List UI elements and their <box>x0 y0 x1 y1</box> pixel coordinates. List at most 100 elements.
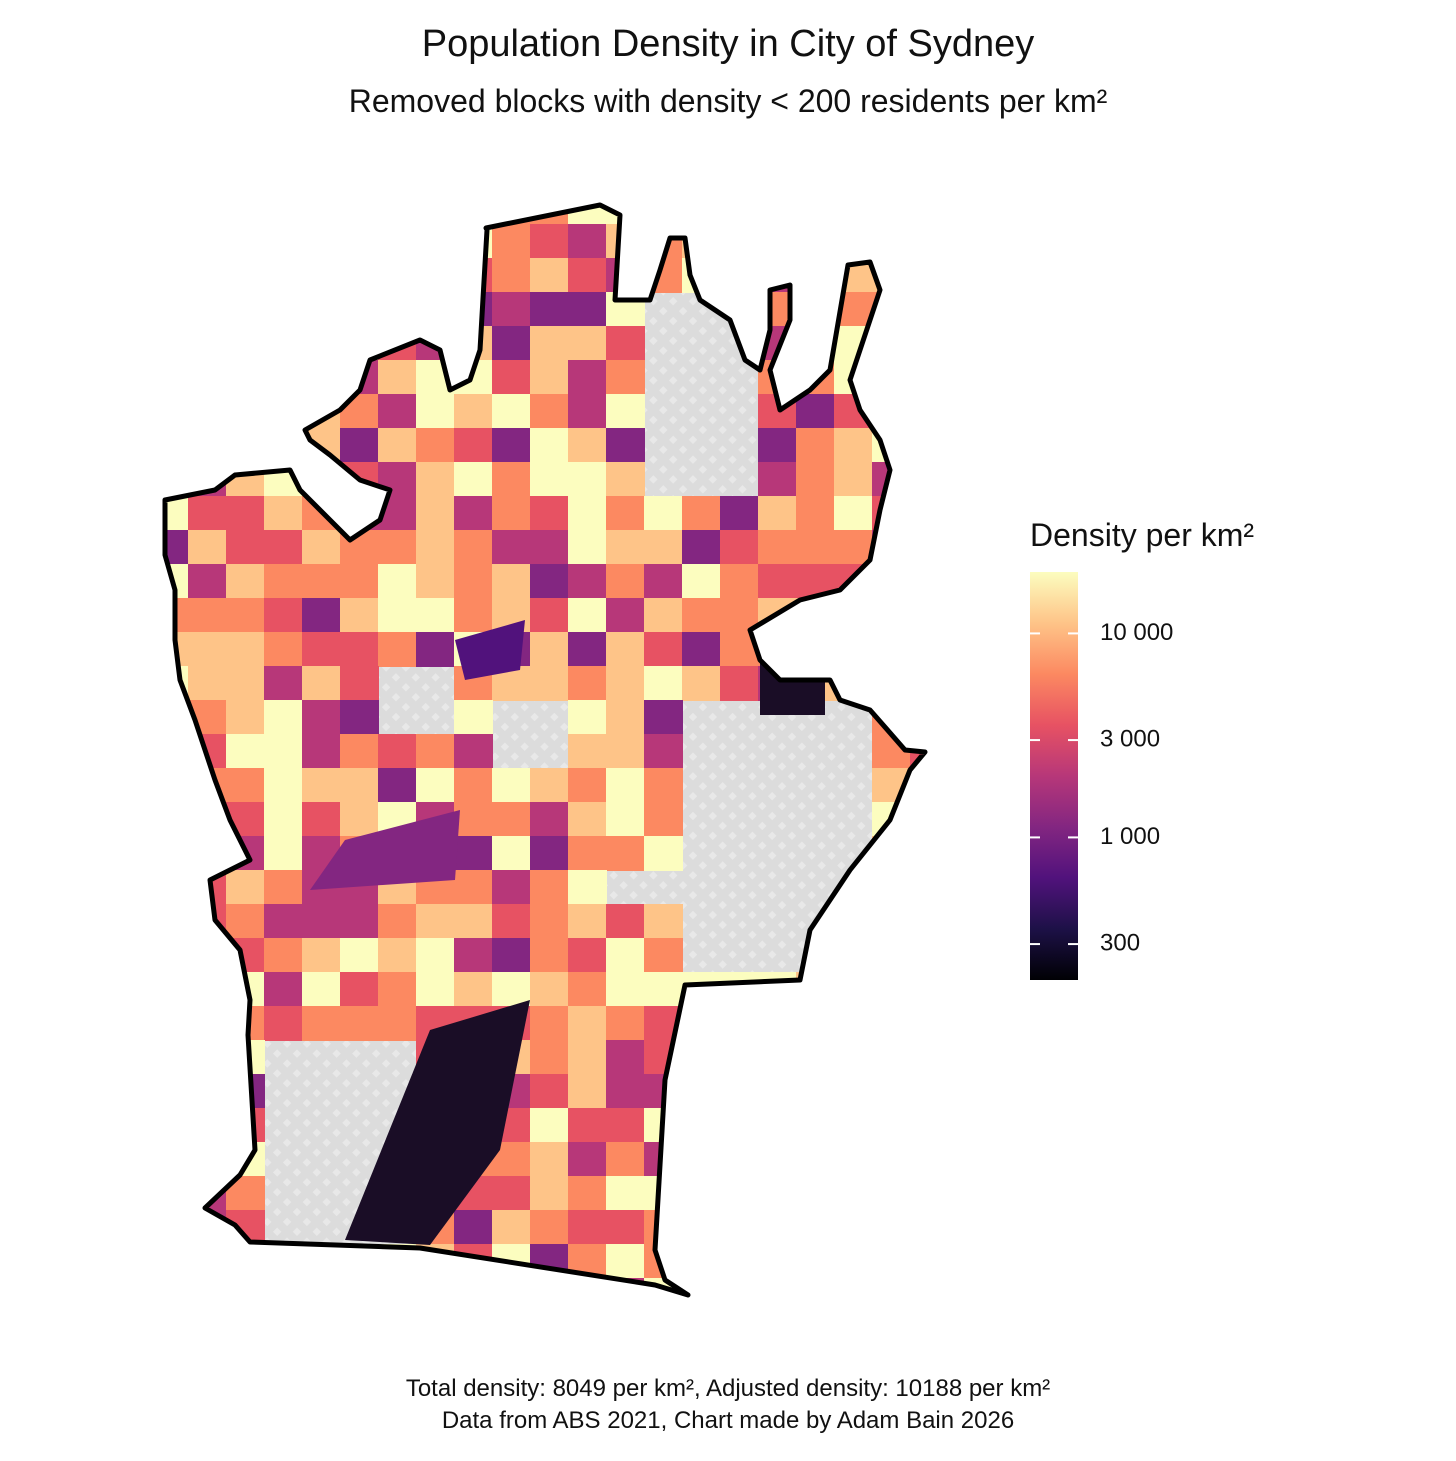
block <box>492 972 531 1007</box>
block <box>454 802 493 837</box>
block <box>720 1040 759 1075</box>
block <box>568 394 607 429</box>
block <box>872 530 911 565</box>
block <box>264 870 303 905</box>
block <box>226 394 265 429</box>
block <box>758 1074 797 1109</box>
block <box>796 632 835 667</box>
block <box>226 428 265 463</box>
block <box>416 632 455 667</box>
block <box>188 1006 227 1041</box>
block <box>378 360 417 395</box>
block <box>872 1040 911 1075</box>
block <box>492 938 531 973</box>
block <box>948 564 987 599</box>
block <box>910 1210 925 1245</box>
block <box>568 564 607 599</box>
block <box>378 394 417 429</box>
block <box>188 972 227 1007</box>
block <box>302 666 341 701</box>
block <box>188 1278 227 1295</box>
block <box>644 496 683 531</box>
block <box>302 205 341 225</box>
block <box>758 205 797 225</box>
block <box>796 205 835 225</box>
block <box>416 564 455 599</box>
block <box>606 904 645 939</box>
block <box>165 870 189 905</box>
block <box>910 1244 925 1279</box>
block <box>416 394 455 429</box>
block <box>340 564 379 599</box>
block <box>302 1006 341 1041</box>
block <box>310 810 460 890</box>
block <box>165 972 189 1007</box>
block <box>165 598 189 633</box>
block <box>165 700 189 735</box>
block <box>606 496 645 531</box>
block <box>188 1040 227 1075</box>
block <box>165 1278 189 1295</box>
block <box>226 598 265 633</box>
block <box>644 1040 683 1075</box>
block <box>188 360 227 395</box>
block <box>530 530 569 565</box>
block <box>606 258 645 293</box>
block <box>796 224 835 259</box>
block <box>872 326 911 361</box>
block <box>948 1074 987 1109</box>
colorbar-tick-label: 300 <box>1100 929 1140 956</box>
block <box>165 1006 189 1041</box>
block <box>910 836 925 871</box>
block <box>264 292 303 327</box>
block <box>378 530 417 565</box>
block <box>872 836 911 871</box>
colorbar-tick-label: 3 000 <box>1100 725 1160 752</box>
block <box>644 564 683 599</box>
block <box>530 904 569 939</box>
block <box>530 326 569 361</box>
block <box>910 394 925 429</box>
block <box>530 1040 569 1075</box>
block <box>948 530 987 565</box>
block <box>568 1278 607 1295</box>
block <box>530 1006 569 1041</box>
block <box>188 258 227 293</box>
block <box>302 700 341 735</box>
block <box>606 224 645 259</box>
block <box>226 870 265 905</box>
block <box>188 428 227 463</box>
block <box>606 1074 645 1109</box>
block <box>226 530 265 565</box>
block <box>720 666 759 701</box>
block <box>872 1142 911 1177</box>
block <box>872 224 911 259</box>
block <box>165 1074 189 1109</box>
block <box>606 734 645 769</box>
block <box>758 1006 797 1041</box>
block <box>416 205 455 225</box>
block <box>606 1142 645 1177</box>
block <box>720 205 759 225</box>
block <box>910 1142 925 1177</box>
block <box>720 1210 759 1245</box>
block <box>644 734 683 769</box>
block <box>165 462 189 497</box>
block <box>682 564 721 599</box>
block <box>454 530 493 565</box>
block <box>530 836 569 871</box>
block <box>796 496 835 531</box>
block <box>606 292 645 327</box>
block <box>834 1142 873 1177</box>
caption: Total density: 8049 per km², Adjusted de… <box>406 1375 1050 1402</box>
block <box>568 1040 607 1075</box>
block <box>758 1142 797 1177</box>
block <box>378 938 417 973</box>
block <box>302 938 341 973</box>
block <box>910 496 925 531</box>
chart-title: Population Density in City of Sydney <box>422 23 1035 65</box>
block <box>530 496 569 531</box>
block <box>264 1244 303 1279</box>
block <box>796 1244 835 1279</box>
block <box>378 598 417 633</box>
